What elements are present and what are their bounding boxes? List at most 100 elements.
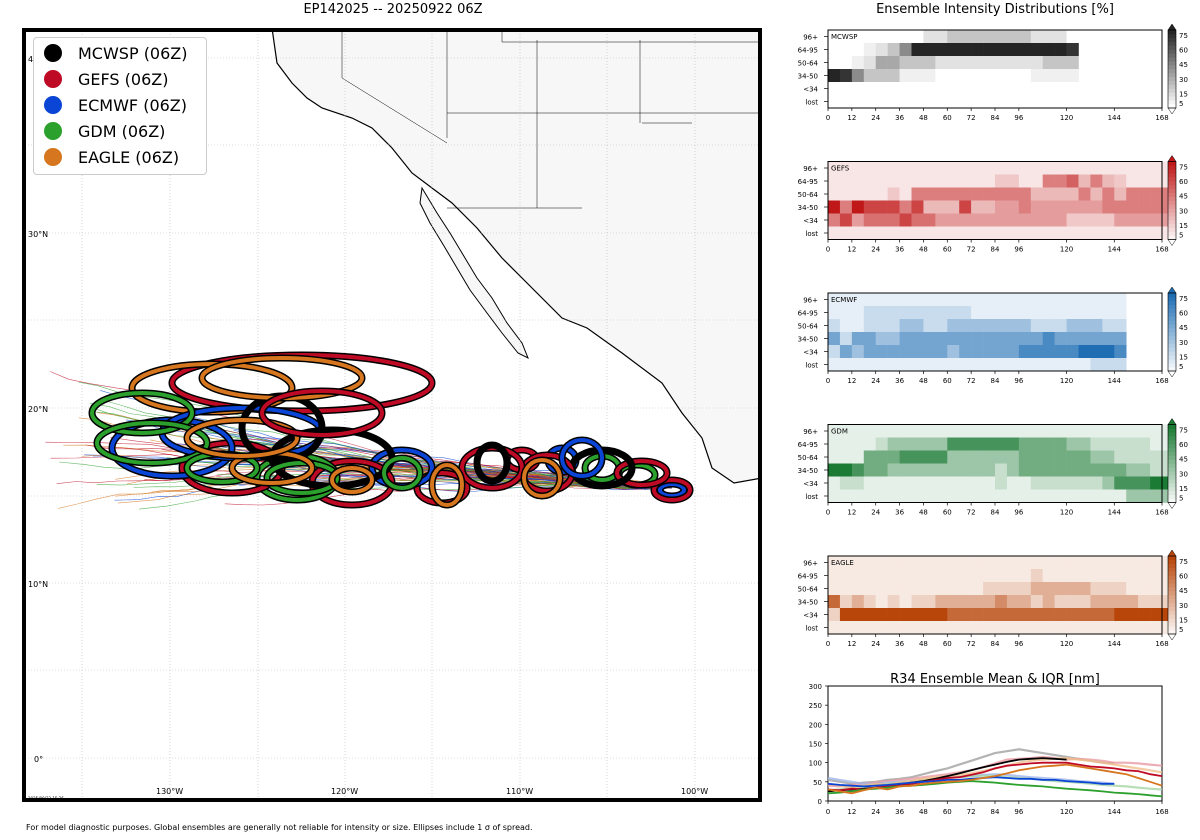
heatmap-cell <box>911 450 924 464</box>
heatmap-cell <box>875 56 888 70</box>
heatmap-cell <box>1018 174 1032 188</box>
heatmap-cell <box>935 226 948 240</box>
heatmap-cell <box>935 463 948 477</box>
heatmap-cell <box>887 569 900 583</box>
heatmap-row-label: lost <box>805 230 818 238</box>
heatmap-cell <box>1114 450 1127 464</box>
heatmap-cell <box>935 30 948 44</box>
heatmap-cell <box>887 95 900 109</box>
colorbar-tick: 30 <box>1179 207 1188 215</box>
heatmap-cell <box>863 293 877 307</box>
heatmap-cell <box>1018 187 1032 201</box>
uncertainty-ellipses <box>88 351 694 509</box>
heatmap-cell <box>911 187 924 201</box>
heatmap-cell <box>1114 463 1127 477</box>
heatmap-panel-gdm: GDM 96+ 64-95 50-64 34-50 <34 lost 0 12 24 36 48 60 7… <box>798 418 1188 517</box>
heatmap-cell <box>959 226 972 240</box>
r34-x-tick: 72 <box>967 808 976 816</box>
timestamp: 2025/09/22 15:26 <box>28 796 64 801</box>
uncertainty-ellipse <box>615 459 669 487</box>
heatmap-cell <box>923 30 936 44</box>
heatmap-cell <box>947 476 960 490</box>
heatmap-x-tick: 84 <box>991 377 1000 385</box>
heatmap-cell <box>1102 174 1115 188</box>
heatmap-cell <box>863 332 877 346</box>
heatmap-cell <box>959 358 972 372</box>
heatmap-cell <box>1138 569 1151 583</box>
colorbar-tick: 15 <box>1179 616 1188 624</box>
heatmap-cell <box>947 358 960 372</box>
heatmap-cell <box>839 450 853 464</box>
heatmap-cell <box>875 43 888 57</box>
heatmap-cell <box>983 82 996 96</box>
heatmap-cell <box>995 463 1008 477</box>
heatmap-cell <box>1042 595 1055 609</box>
heatmap-cell <box>923 595 936 609</box>
heatmap-cell <box>1042 476 1055 490</box>
colorbar-tick: 60 <box>1179 441 1188 449</box>
heatmap-cell <box>828 450 841 464</box>
heatmap-cell <box>1150 437 1163 451</box>
heatmap-cell <box>1066 293 1079 307</box>
heatmap-cell <box>983 582 996 596</box>
heatmap-cell <box>875 556 888 570</box>
heatmap-cell <box>1126 450 1139 464</box>
heatmap-x-tick: 48 <box>919 377 928 385</box>
heatmap-cell <box>828 56 841 70</box>
heatmap-cell <box>839 293 853 307</box>
heatmap-cell <box>1030 30 1044 44</box>
heatmap-cell <box>947 424 960 438</box>
r34-x-tick: 12 <box>847 808 856 816</box>
heatmap-cell <box>1042 608 1055 622</box>
heatmap-cell <box>935 161 948 175</box>
legend-marker-eagle <box>44 148 62 166</box>
heatmap-cell <box>1006 69 1020 83</box>
heatmap-cell <box>875 621 888 635</box>
heatmap-cell <box>1078 358 1091 372</box>
heatmap-cell <box>935 332 948 346</box>
heatmap-cell <box>887 332 900 346</box>
heatmap-cell <box>1150 476 1163 490</box>
heatmap-cell <box>875 424 888 438</box>
heatmap-cell <box>959 450 972 464</box>
heatmap-cell <box>875 332 888 346</box>
heatmap-cell <box>863 476 877 490</box>
heatmap-cell <box>1018 161 1032 175</box>
heatmap-cell <box>959 608 972 622</box>
heatmap-cell <box>995 43 1008 57</box>
heatmap-cell <box>995 213 1008 227</box>
heatmap-cell <box>1138 621 1151 635</box>
heatmap-x-tick: 72 <box>967 246 976 254</box>
heatmap-cell <box>923 489 936 503</box>
heatmap-cell <box>995 187 1008 201</box>
heatmap-cell <box>971 476 984 490</box>
track-map: 40°N 30°N 20°N 10°N 0° 130°W 120°W 110°W… <box>22 28 762 802</box>
heatmap-cell <box>851 174 865 188</box>
heatmap-x-tick: 84 <box>991 640 1000 648</box>
heatmap-row-label: 64-95 <box>798 441 818 449</box>
heatmap-cell <box>1018 424 1032 438</box>
intensity-heatmaps: MCWSP 96+ 64-95 50-64 34-50 <34 lost 0 12 24 36 48 6… <box>798 23 1188 648</box>
heatmap-cell <box>899 43 912 57</box>
heatmap-cell <box>959 69 972 83</box>
heatmap-cell <box>1114 332 1127 346</box>
heatmap-cell <box>875 30 888 44</box>
heatmap-cell <box>1114 187 1127 201</box>
legend-item-gdm: GDM (06Z) <box>44 119 165 143</box>
heatmap-cell <box>959 621 972 635</box>
heatmap-cell <box>1018 345 1032 359</box>
heatmap-cell <box>1066 43 1079 57</box>
heatmap-cell <box>899 476 912 490</box>
heatmap-cell <box>983 332 996 346</box>
heatmap-cell <box>959 332 972 346</box>
heatmap-cell <box>839 358 853 372</box>
heatmap-cell <box>923 306 936 320</box>
colorbar-tick: 15 <box>1179 90 1188 98</box>
heatmap-cell <box>1018 582 1032 596</box>
heatmap-cell <box>1102 293 1115 307</box>
heatmap-cell <box>1006 621 1020 635</box>
heatmap-cell <box>923 476 936 490</box>
heatmap-cell <box>1090 556 1103 570</box>
heatmap-cell <box>1042 293 1055 307</box>
heatmap-x-tick: 72 <box>967 114 976 122</box>
